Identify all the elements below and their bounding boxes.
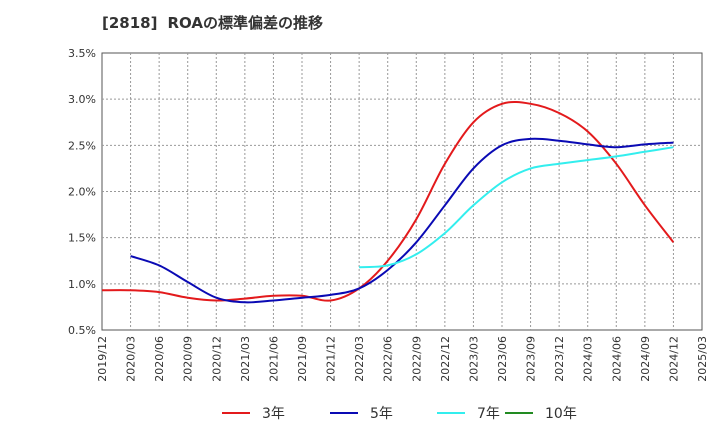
x-tick-label: 2023/12 <box>553 336 566 382</box>
x-tick-label: 2022/12 <box>439 336 452 382</box>
x-tick-label: 2023/09 <box>525 336 538 382</box>
chart-title-code: [2818] <box>102 14 158 32</box>
chart-title: [2818] ROAの標準偏差の推移 <box>102 12 323 33</box>
x-tick-label: 2024/03 <box>582 336 595 382</box>
legend: 3年 5年 7年 10年 <box>222 406 577 422</box>
x-tick-label: 2025/03 <box>696 336 709 382</box>
series-line-3 <box>359 146 674 269</box>
x-tick-label: 2023/06 <box>496 336 509 382</box>
x-tick-label: 2021/06 <box>267 336 280 382</box>
legend-label: 10年 <box>545 406 577 422</box>
y-axis-ticks: 0.5% 1.0% 1.5% 2.0% 2.5% 3.0% 3.5% <box>68 47 96 337</box>
x-tick-label: 2021/09 <box>296 336 309 382</box>
legend-label: 7年 <box>477 406 500 422</box>
x-tick-label: 2019/12 <box>96 336 109 382</box>
legend-label: 5年 <box>370 406 393 422</box>
x-tick-label: 2022/06 <box>382 336 395 382</box>
y-tick-label: 3.5% <box>68 47 96 60</box>
legend-label: 3年 <box>262 406 285 422</box>
y-tick-label: 1.5% <box>68 232 96 245</box>
x-tick-label: 2020/06 <box>153 336 166 382</box>
chart-title-text: ROAの標準偏差の推移 <box>167 14 323 32</box>
y-tick-label: 3.0% <box>68 93 96 106</box>
x-tick-label: 2024/12 <box>667 336 680 382</box>
series-line-2 <box>130 137 674 304</box>
series-lines <box>101 101 675 304</box>
x-axis-ticks: 2019/12 2020/03 2020/06 2020/09 2020/12 2021/… <box>96 336 709 382</box>
x-tick-label: 2020/03 <box>125 336 138 382</box>
x-tick-label: 2024/06 <box>610 336 623 382</box>
x-tick-label: 2021/12 <box>325 336 338 382</box>
x-tick-label: 2020/09 <box>182 336 195 382</box>
x-tick-label: 2022/03 <box>353 336 366 382</box>
x-tick-label: 2022/09 <box>410 336 423 382</box>
y-tick-label: 1.0% <box>68 278 96 291</box>
x-tick-label: 2021/03 <box>239 336 252 382</box>
y-tick-label: 2.5% <box>68 139 96 152</box>
x-tick-label: 2023/03 <box>467 336 480 382</box>
series-line-1 <box>101 101 675 302</box>
y-tick-label: 0.5% <box>68 324 96 337</box>
y-tick-label: 2.0% <box>68 186 96 199</box>
x-tick-label: 2024/09 <box>639 336 652 382</box>
x-tick-label: 2020/12 <box>210 336 223 382</box>
